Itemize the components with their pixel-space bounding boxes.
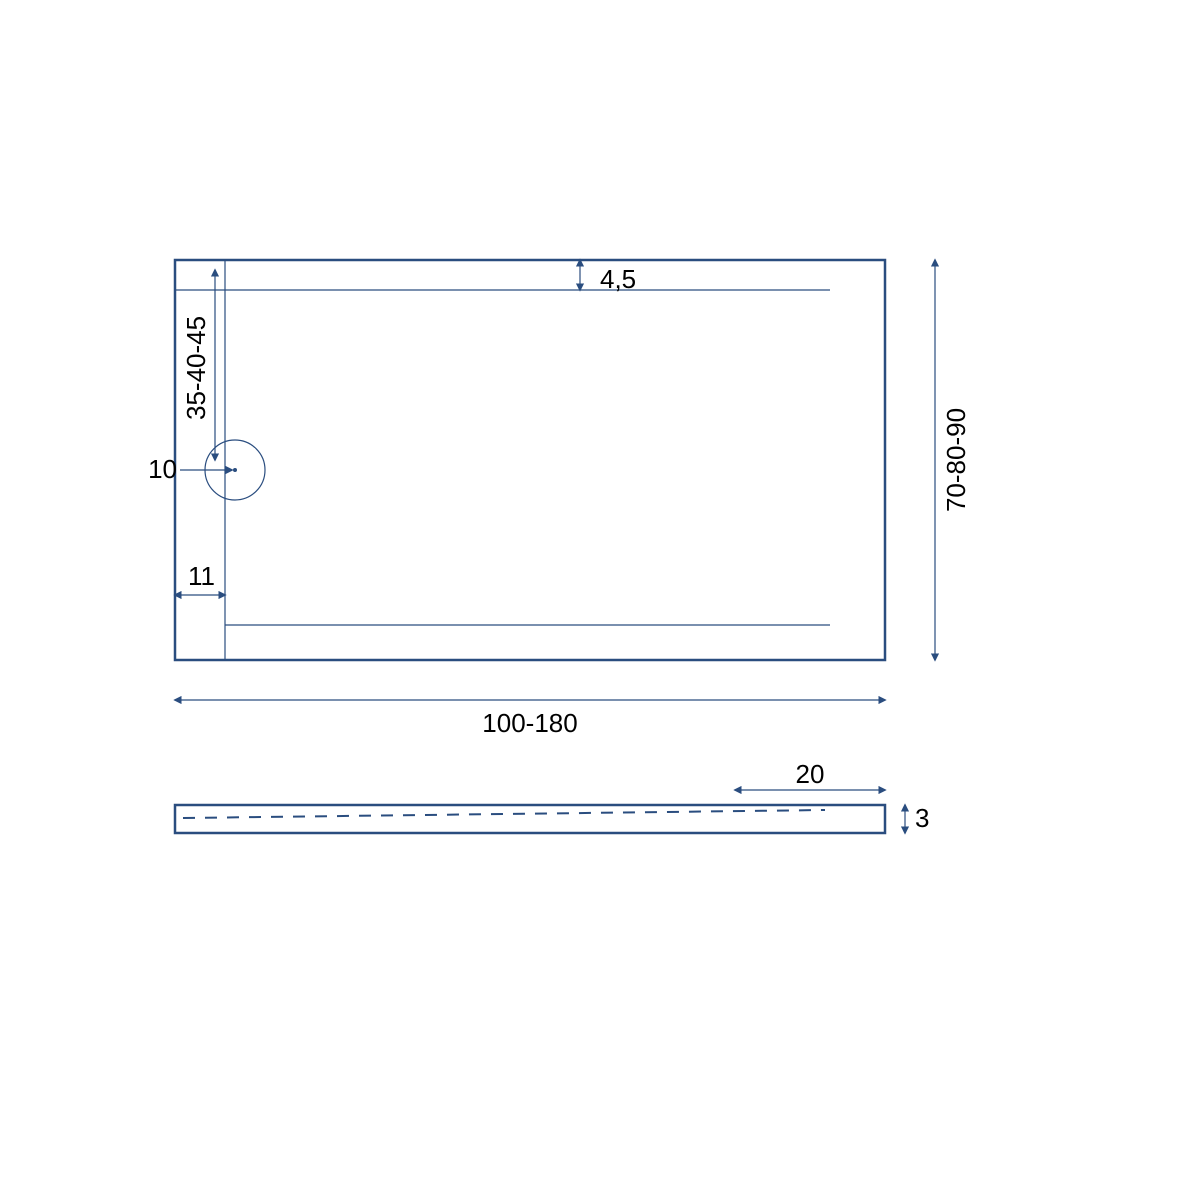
dim-height-label: 70-80-90 [941, 408, 971, 512]
dim-drain-from-side-label: 11 [188, 561, 215, 591]
dim-thickness-label: 3 [915, 803, 929, 833]
dim-drain-from-side: 11 [175, 561, 225, 595]
drain-center-dot [233, 468, 237, 472]
technical-drawing: 4,5 35-40-45 11 10 100-180 70-80-90 [0, 0, 1200, 1200]
dim-top-inset: 4,5 [580, 260, 636, 294]
dim-drain-from-top-label: 35-40-45 [181, 316, 211, 420]
plan-view: 4,5 35-40-45 11 10 100-180 70-80-90 [148, 260, 971, 738]
dim-side-inset-label: 20 [796, 759, 825, 789]
side-view: 20 3 [175, 759, 929, 833]
dim-width: 100-180 [175, 700, 885, 738]
side-outer-rect [175, 805, 885, 833]
dim-height: 70-80-90 [935, 260, 971, 660]
plan-outer-rect [175, 260, 885, 660]
dim-side-inset: 20 [735, 759, 885, 790]
dim-thickness: 3 [905, 803, 929, 833]
dim-width-label: 100-180 [482, 708, 577, 738]
dim-top-inset-label: 4,5 [600, 264, 636, 294]
dim-drain-from-top: 35-40-45 [181, 270, 215, 460]
dim-drain-diameter-label: 10 [148, 454, 177, 484]
side-slope-line [183, 810, 825, 818]
dim-drain-diameter: 10 [148, 454, 232, 484]
